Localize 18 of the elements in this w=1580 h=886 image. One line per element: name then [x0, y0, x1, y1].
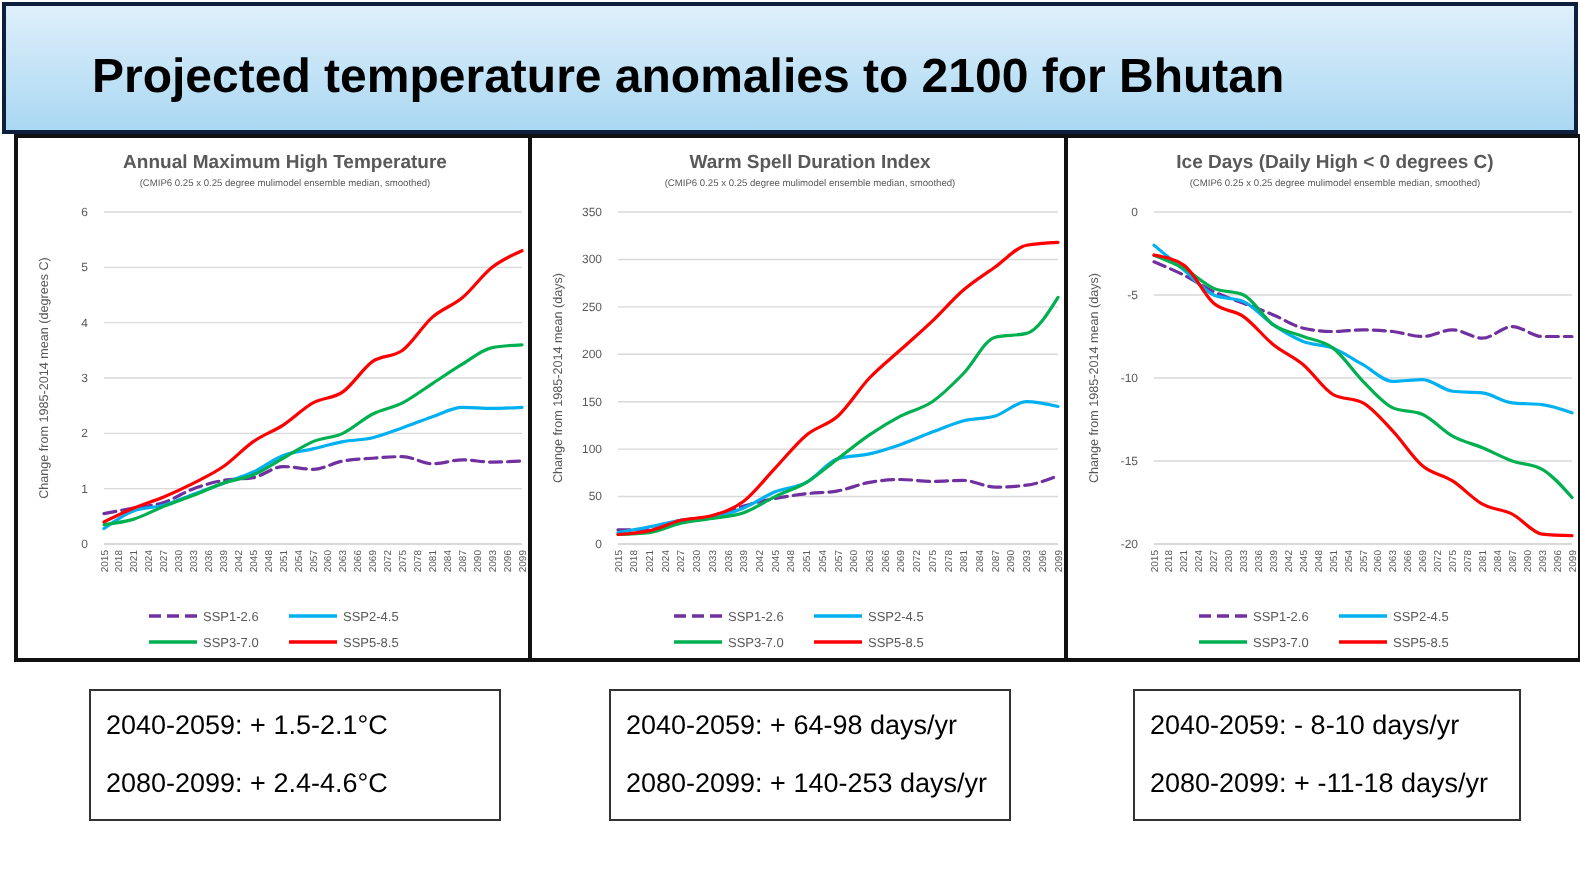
text: 2080-2099: + 140-253 days/yr — [626, 768, 989, 798]
chart-title: Annual Maximum High Temperature — [123, 152, 447, 174]
text: 2080-2099: + 2.4-4.6°C — [106, 768, 389, 798]
text: 2040-2059: + 1.5-2.1°C — [106, 710, 389, 740]
line-series — [102, 454, 524, 516]
line-series — [1152, 243, 1574, 415]
text: 2040-2059: + 64-98 days/yr — [626, 710, 958, 740]
line-series — [102, 249, 524, 524]
line-series — [1152, 260, 1574, 340]
text: 2040-2059: - 8-10 days/yr — [1150, 710, 1461, 740]
line-series — [102, 405, 524, 531]
text: 2080-2099: + -11-18 days/yr — [1150, 768, 1489, 798]
chart-title: Ice Days (Daily High < 0 degrees C) — [1176, 152, 1494, 174]
line-series — [102, 343, 524, 527]
line-series — [616, 240, 1060, 537]
line-series — [616, 400, 1060, 535]
text: Projected temperature anomalies to 2100 for Bhutan — [92, 50, 1285, 104]
chart-title: Warm Spell Duration Index — [689, 152, 932, 174]
